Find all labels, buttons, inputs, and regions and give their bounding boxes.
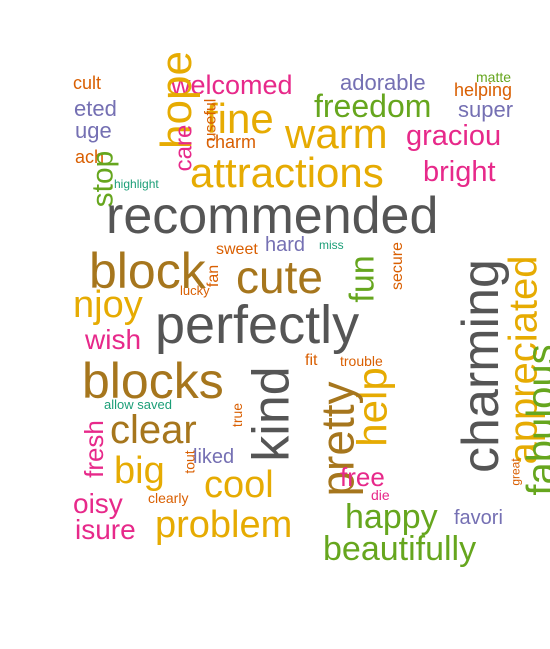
word-charming: charming	[451, 259, 510, 473]
word-recommended: recommended	[106, 187, 439, 245]
word-pleasure: isure	[75, 514, 136, 545]
word-highlight: highlight	[114, 177, 159, 191]
word-problem: problem	[155, 504, 293, 546]
word-true: true	[229, 402, 246, 428]
word-freedom: freedom	[314, 88, 432, 124]
word-sweet: sweet	[216, 241, 258, 258]
word-ach: ach	[75, 147, 105, 167]
word-attractions: attractions	[190, 149, 384, 196]
word-secure: secure	[389, 241, 407, 291]
word-fabulous: fabulous	[519, 344, 550, 496]
word-beautifully: beautifully	[323, 530, 477, 568]
word-adorable: adorable	[340, 70, 426, 95]
word-wish: wish	[85, 324, 142, 355]
word-noisy: oisy	[73, 488, 123, 519]
word-super: super	[458, 97, 514, 122]
word-eted: eted	[74, 96, 117, 121]
word-bright: bright	[423, 156, 496, 188]
word-free: free	[340, 462, 385, 492]
word-charm: charm	[206, 132, 257, 152]
word-uge: uge	[75, 118, 112, 143]
word-cute: cute	[236, 251, 323, 303]
word-clear: clear	[110, 408, 197, 452]
word-allow-saved: allow saved	[104, 397, 172, 412]
word-fit: fit	[305, 352, 318, 369]
word-perfectly: perfectly	[155, 295, 360, 355]
word-liked: liked	[193, 446, 235, 468]
word-hard: hard	[265, 234, 306, 256]
word-enjoy: njoy	[73, 284, 143, 326]
word-lucky: lucky	[180, 283, 210, 298]
word-trouble: trouble	[340, 353, 383, 369]
word-warm: warm	[285, 110, 388, 157]
word-cool: cool	[204, 464, 274, 506]
word-blocks: blocks	[82, 353, 224, 409]
word-clearly: clearly	[148, 490, 189, 506]
word-gracious: graciou	[406, 120, 502, 152]
word-kind: kind	[242, 366, 301, 462]
word-happy: happy	[345, 498, 438, 536]
word-great: great	[508, 458, 523, 486]
word-big: big	[114, 450, 165, 492]
word-welcomed: welcomed	[171, 70, 293, 100]
word-miss: miss	[319, 238, 344, 252]
word-fine: fine	[206, 95, 274, 142]
word-fresh: fresh	[78, 420, 109, 478]
word-die: die	[371, 487, 390, 503]
word-helping: helping	[454, 80, 513, 100]
word-block: block	[89, 243, 206, 299]
word-tout: tout	[181, 450, 198, 474]
word-favorite: favori	[454, 507, 503, 529]
word-cult: cult	[73, 73, 102, 93]
word-matte: matte	[476, 69, 512, 85]
